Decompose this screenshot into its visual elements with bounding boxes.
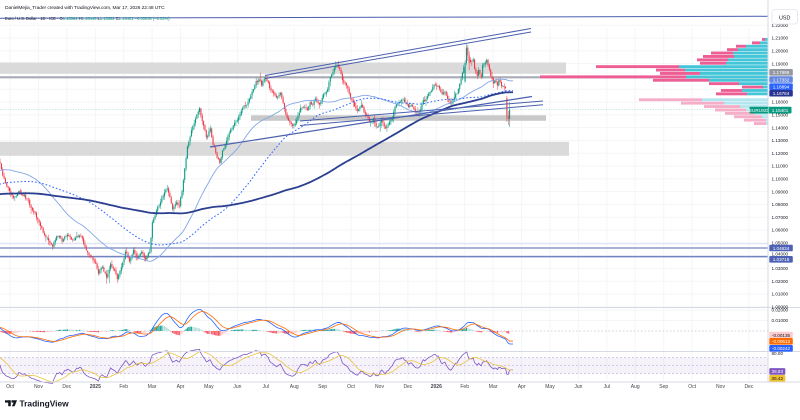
svg-text:35.42: 35.42 <box>772 376 784 381</box>
svg-text:TradingView: TradingView <box>20 399 70 409</box>
svg-text:Dec: Dec <box>744 384 753 390</box>
svg-text:1.03000: 1.03000 <box>772 266 789 271</box>
svg-text:USD: USD <box>779 15 790 21</box>
svg-text:1.10000: 1.10000 <box>772 177 789 182</box>
svg-text:1.00000: 1.00000 <box>772 305 789 310</box>
svg-text:1.06000: 1.06000 <box>772 228 789 233</box>
svg-text:1.17899: 1.17899 <box>773 70 790 75</box>
svg-text:EURUSD: EURUSD <box>749 108 769 113</box>
svg-text:1.12000: 1.12000 <box>772 151 789 156</box>
svg-text:Sep: Sep <box>318 384 327 390</box>
svg-text:-0.00613: -0.00613 <box>772 339 791 344</box>
svg-text:Apr: Apr <box>518 384 526 390</box>
svg-text:1.02000: 1.02000 <box>772 279 789 284</box>
svg-text:Dec: Dec <box>403 384 412 390</box>
svg-text:-0.00242: -0.00242 <box>772 346 791 351</box>
svg-text:1.03716: 1.03716 <box>773 257 790 262</box>
svg-text:1.16894: 1.16894 <box>773 85 790 90</box>
svg-text:Feb: Feb <box>119 384 128 390</box>
svg-text:1.11000: 1.11000 <box>772 164 789 169</box>
svg-text:-0.00135: -0.00135 <box>772 333 791 338</box>
svg-text:1.22000: 1.22000 <box>772 23 789 28</box>
svg-text:Jun: Jun <box>233 384 241 390</box>
svg-text:Apr: Apr <box>177 384 185 390</box>
svg-text:80.00: 80.00 <box>772 351 784 356</box>
svg-text:1.15401: 1.15401 <box>772 108 789 113</box>
svg-text:Aug: Aug <box>290 384 299 390</box>
svg-text:Nov: Nov <box>34 384 43 390</box>
svg-text:2025: 2025 <box>90 384 101 390</box>
svg-text:May: May <box>204 384 214 390</box>
svg-text:38.83: 38.83 <box>772 369 784 374</box>
svg-text:1.15000: 1.15000 <box>772 113 789 118</box>
svg-text:1.13000: 1.13000 <box>772 138 789 143</box>
svg-text:0.01000: 0.01000 <box>772 318 789 323</box>
svg-text:1.20000: 1.20000 <box>772 49 789 54</box>
svg-text:1.19000: 1.19000 <box>772 61 789 66</box>
svg-text:1.21000: 1.21000 <box>772 36 789 41</box>
svg-text:0.02000: 0.02000 <box>772 308 789 313</box>
svg-text:1.04634: 1.04634 <box>773 246 790 251</box>
svg-text:Nov: Nov <box>716 384 725 390</box>
svg-text:Dec: Dec <box>62 384 71 390</box>
svg-text:Mar: Mar <box>489 384 498 390</box>
svg-text:1.09000: 1.09000 <box>772 189 789 194</box>
svg-text:Feb: Feb <box>460 384 469 390</box>
svg-text:Jul: Jul <box>263 384 269 390</box>
svg-text:May: May <box>545 384 555 390</box>
svg-text:Nov: Nov <box>375 384 384 390</box>
svg-text:DanielMejia_Trader created wit: DanielMejia_Trader created with TradingV… <box>5 5 165 11</box>
svg-text:Oct: Oct <box>347 384 355 390</box>
svg-text:Aug: Aug <box>631 384 640 390</box>
svg-text:1.07000: 1.07000 <box>772 215 789 220</box>
svg-text:Sep: Sep <box>659 384 668 390</box>
svg-text:1.04000: 1.04000 <box>772 251 789 256</box>
svg-text:Oct: Oct <box>688 384 696 390</box>
svg-text:Oct: Oct <box>6 384 14 390</box>
svg-text:2026: 2026 <box>431 384 442 390</box>
svg-text:1.17332: 1.17332 <box>773 77 790 82</box>
svg-text:1.14000: 1.14000 <box>772 125 789 130</box>
svg-text:Euro / U.S. Dollar · 1D · ICE: Euro / U.S. Dollar · 1D · ICE · O1.15362… <box>5 16 170 21</box>
svg-text:1.01000: 1.01000 <box>772 292 789 297</box>
svg-text:Mar: Mar <box>148 384 157 390</box>
svg-text:1.16000: 1.16000 <box>772 100 789 105</box>
svg-text:1.08000: 1.08000 <box>772 202 789 207</box>
svg-text:Jul: Jul <box>604 384 610 390</box>
svg-text:1.16764: 1.16764 <box>773 91 790 96</box>
svg-text:Jun: Jun <box>574 384 582 390</box>
svg-text:1.05000: 1.05000 <box>772 241 789 246</box>
